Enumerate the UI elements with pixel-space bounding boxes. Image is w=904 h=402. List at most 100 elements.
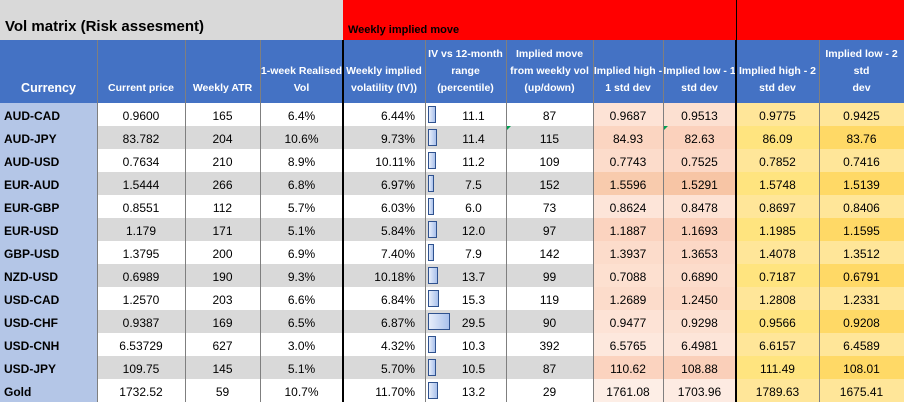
implied-high-1sd-cell[interactable]: 6.5765 bbox=[593, 333, 663, 356]
currency-cell[interactable]: USD-CNH bbox=[0, 333, 97, 356]
implied-move-cell[interactable]: 109 bbox=[506, 149, 593, 172]
iv-percentile-cell[interactable]: 12.0 bbox=[425, 218, 506, 241]
implied-move-cell[interactable]: 87 bbox=[506, 356, 593, 379]
implied-low-2sd-cell[interactable]: 0.9425 bbox=[819, 103, 904, 126]
implied-move-cell[interactable]: 142 bbox=[506, 241, 593, 264]
implied-move-cell[interactable]: 73 bbox=[506, 195, 593, 218]
price-cell[interactable]: 0.9387 bbox=[97, 310, 185, 333]
implied-vol-cell[interactable]: 6.97% bbox=[343, 172, 425, 195]
realised-vol-cell[interactable]: 5.1% bbox=[260, 218, 343, 241]
implied-low-2sd-cell[interactable]: 1.3512 bbox=[819, 241, 904, 264]
implied-high-2sd-cell[interactable]: 1.5748 bbox=[736, 172, 819, 195]
implied-low-1sd-cell[interactable]: 1703.96 bbox=[663, 379, 736, 402]
implied-low-2sd-cell[interactable]: 0.8406 bbox=[819, 195, 904, 218]
implied-low-1sd-cell[interactable]: 82.63 bbox=[663, 126, 736, 149]
implied-vol-cell[interactable]: 4.32% bbox=[343, 333, 425, 356]
implied-high-1sd-cell[interactable]: 0.7088 bbox=[593, 264, 663, 287]
implied-high-2sd-cell[interactable]: 1.4078 bbox=[736, 241, 819, 264]
currency-cell[interactable]: Gold bbox=[0, 379, 97, 402]
realised-vol-cell[interactable]: 10.6% bbox=[260, 126, 343, 149]
realised-vol-cell[interactable]: 10.7% bbox=[260, 379, 343, 402]
realised-vol-cell[interactable]: 5.1% bbox=[260, 356, 343, 379]
implied-high-1sd-cell[interactable]: 0.9687 bbox=[593, 103, 663, 126]
realised-vol-cell[interactable]: 3.0% bbox=[260, 333, 343, 356]
implied-high-1sd-cell[interactable]: 1.3937 bbox=[593, 241, 663, 264]
implied-low-1sd-cell[interactable]: 0.6890 bbox=[663, 264, 736, 287]
implied-low-2sd-cell[interactable]: 1.5139 bbox=[819, 172, 904, 195]
implied-vol-cell[interactable]: 10.11% bbox=[343, 149, 425, 172]
implied-high-1sd-cell[interactable]: 1.1887 bbox=[593, 218, 663, 241]
currency-cell[interactable]: EUR-USD bbox=[0, 218, 97, 241]
atr-cell[interactable]: 59 bbox=[185, 379, 260, 402]
implied-low-1sd-cell[interactable]: 1.3653 bbox=[663, 241, 736, 264]
implied-move-cell[interactable]: 152 bbox=[506, 172, 593, 195]
implied-low-1sd-cell[interactable]: 0.9298 bbox=[663, 310, 736, 333]
iv-percentile-cell[interactable]: 29.5 bbox=[425, 310, 506, 333]
currency-cell[interactable]: USD-CAD bbox=[0, 287, 97, 310]
implied-low-2sd-cell[interactable]: 0.9208 bbox=[819, 310, 904, 333]
realised-vol-cell[interactable]: 6.8% bbox=[260, 172, 343, 195]
price-cell[interactable]: 83.782 bbox=[97, 126, 185, 149]
implied-vol-cell[interactable]: 5.70% bbox=[343, 356, 425, 379]
realised-vol-cell[interactable]: 6.5% bbox=[260, 310, 343, 333]
currency-cell[interactable]: AUD-JPY bbox=[0, 126, 97, 149]
implied-high-2sd-cell[interactable]: 0.8697 bbox=[736, 195, 819, 218]
implied-vol-cell[interactable]: 9.73% bbox=[343, 126, 425, 149]
price-cell[interactable]: 0.6989 bbox=[97, 264, 185, 287]
realised-vol-cell[interactable]: 6.6% bbox=[260, 287, 343, 310]
realised-vol-cell[interactable]: 9.3% bbox=[260, 264, 343, 287]
price-cell[interactable]: 109.75 bbox=[97, 356, 185, 379]
implied-move-cell[interactable]: 99 bbox=[506, 264, 593, 287]
atr-cell[interactable]: 210 bbox=[185, 149, 260, 172]
implied-move-cell[interactable]: 115 bbox=[506, 126, 593, 149]
implied-low-1sd-cell[interactable]: 1.2450 bbox=[663, 287, 736, 310]
implied-high-2sd-cell[interactable]: 1.2808 bbox=[736, 287, 819, 310]
atr-cell[interactable]: 169 bbox=[185, 310, 260, 333]
implied-high-2sd-cell[interactable]: 1789.63 bbox=[736, 379, 819, 402]
implied-low-2sd-cell[interactable]: 6.4589 bbox=[819, 333, 904, 356]
iv-percentile-cell[interactable]: 11.4 bbox=[425, 126, 506, 149]
implied-low-1sd-cell[interactable]: 0.7525 bbox=[663, 149, 736, 172]
iv-percentile-cell[interactable]: 7.9 bbox=[425, 241, 506, 264]
implied-low-1sd-cell[interactable]: 1.1693 bbox=[663, 218, 736, 241]
atr-cell[interactable]: 145 bbox=[185, 356, 260, 379]
atr-cell[interactable]: 190 bbox=[185, 264, 260, 287]
implied-high-1sd-cell[interactable]: 0.7743 bbox=[593, 149, 663, 172]
atr-cell[interactable]: 165 bbox=[185, 103, 260, 126]
implied-low-1sd-cell[interactable]: 6.4981 bbox=[663, 333, 736, 356]
atr-cell[interactable]: 266 bbox=[185, 172, 260, 195]
implied-low-1sd-cell[interactable]: 1.5291 bbox=[663, 172, 736, 195]
currency-cell[interactable]: USD-JPY bbox=[0, 356, 97, 379]
implied-high-2sd-cell[interactable]: 0.7852 bbox=[736, 149, 819, 172]
price-cell[interactable]: 0.7634 bbox=[97, 149, 185, 172]
iv-percentile-cell[interactable]: 11.1 bbox=[425, 103, 506, 126]
iv-percentile-cell[interactable]: 10.5 bbox=[425, 356, 506, 379]
implied-vol-cell[interactable]: 11.70% bbox=[343, 379, 425, 402]
currency-cell[interactable]: GBP-USD bbox=[0, 241, 97, 264]
currency-cell[interactable]: USD-CHF bbox=[0, 310, 97, 333]
iv-percentile-cell[interactable]: 11.2 bbox=[425, 149, 506, 172]
atr-cell[interactable]: 627 bbox=[185, 333, 260, 356]
implied-high-2sd-cell[interactable]: 0.9775 bbox=[736, 103, 819, 126]
implied-high-2sd-cell[interactable]: 6.6157 bbox=[736, 333, 819, 356]
currency-cell[interactable]: EUR-AUD bbox=[0, 172, 97, 195]
implied-move-cell[interactable]: 87 bbox=[506, 103, 593, 126]
atr-cell[interactable]: 112 bbox=[185, 195, 260, 218]
realised-vol-cell[interactable]: 5.7% bbox=[260, 195, 343, 218]
price-cell[interactable]: 1.3795 bbox=[97, 241, 185, 264]
implied-low-2sd-cell[interactable]: 83.76 bbox=[819, 126, 904, 149]
implied-high-2sd-cell[interactable]: 0.9566 bbox=[736, 310, 819, 333]
implied-low-2sd-cell[interactable]: 0.6791 bbox=[819, 264, 904, 287]
implied-low-2sd-cell[interactable]: 0.7416 bbox=[819, 149, 904, 172]
implied-low-1sd-cell[interactable]: 0.9513 bbox=[663, 103, 736, 126]
implied-move-cell[interactable]: 29 bbox=[506, 379, 593, 402]
implied-high-1sd-cell[interactable]: 1.2689 bbox=[593, 287, 663, 310]
iv-percentile-cell[interactable]: 13.7 bbox=[425, 264, 506, 287]
implied-high-1sd-cell[interactable]: 110.62 bbox=[593, 356, 663, 379]
implied-vol-cell[interactable]: 5.84% bbox=[343, 218, 425, 241]
implied-high-1sd-cell[interactable]: 1761.08 bbox=[593, 379, 663, 402]
implied-low-1sd-cell[interactable]: 0.8478 bbox=[663, 195, 736, 218]
price-cell[interactable]: 0.9600 bbox=[97, 103, 185, 126]
price-cell[interactable]: 6.53729 bbox=[97, 333, 185, 356]
realised-vol-cell[interactable]: 6.4% bbox=[260, 103, 343, 126]
